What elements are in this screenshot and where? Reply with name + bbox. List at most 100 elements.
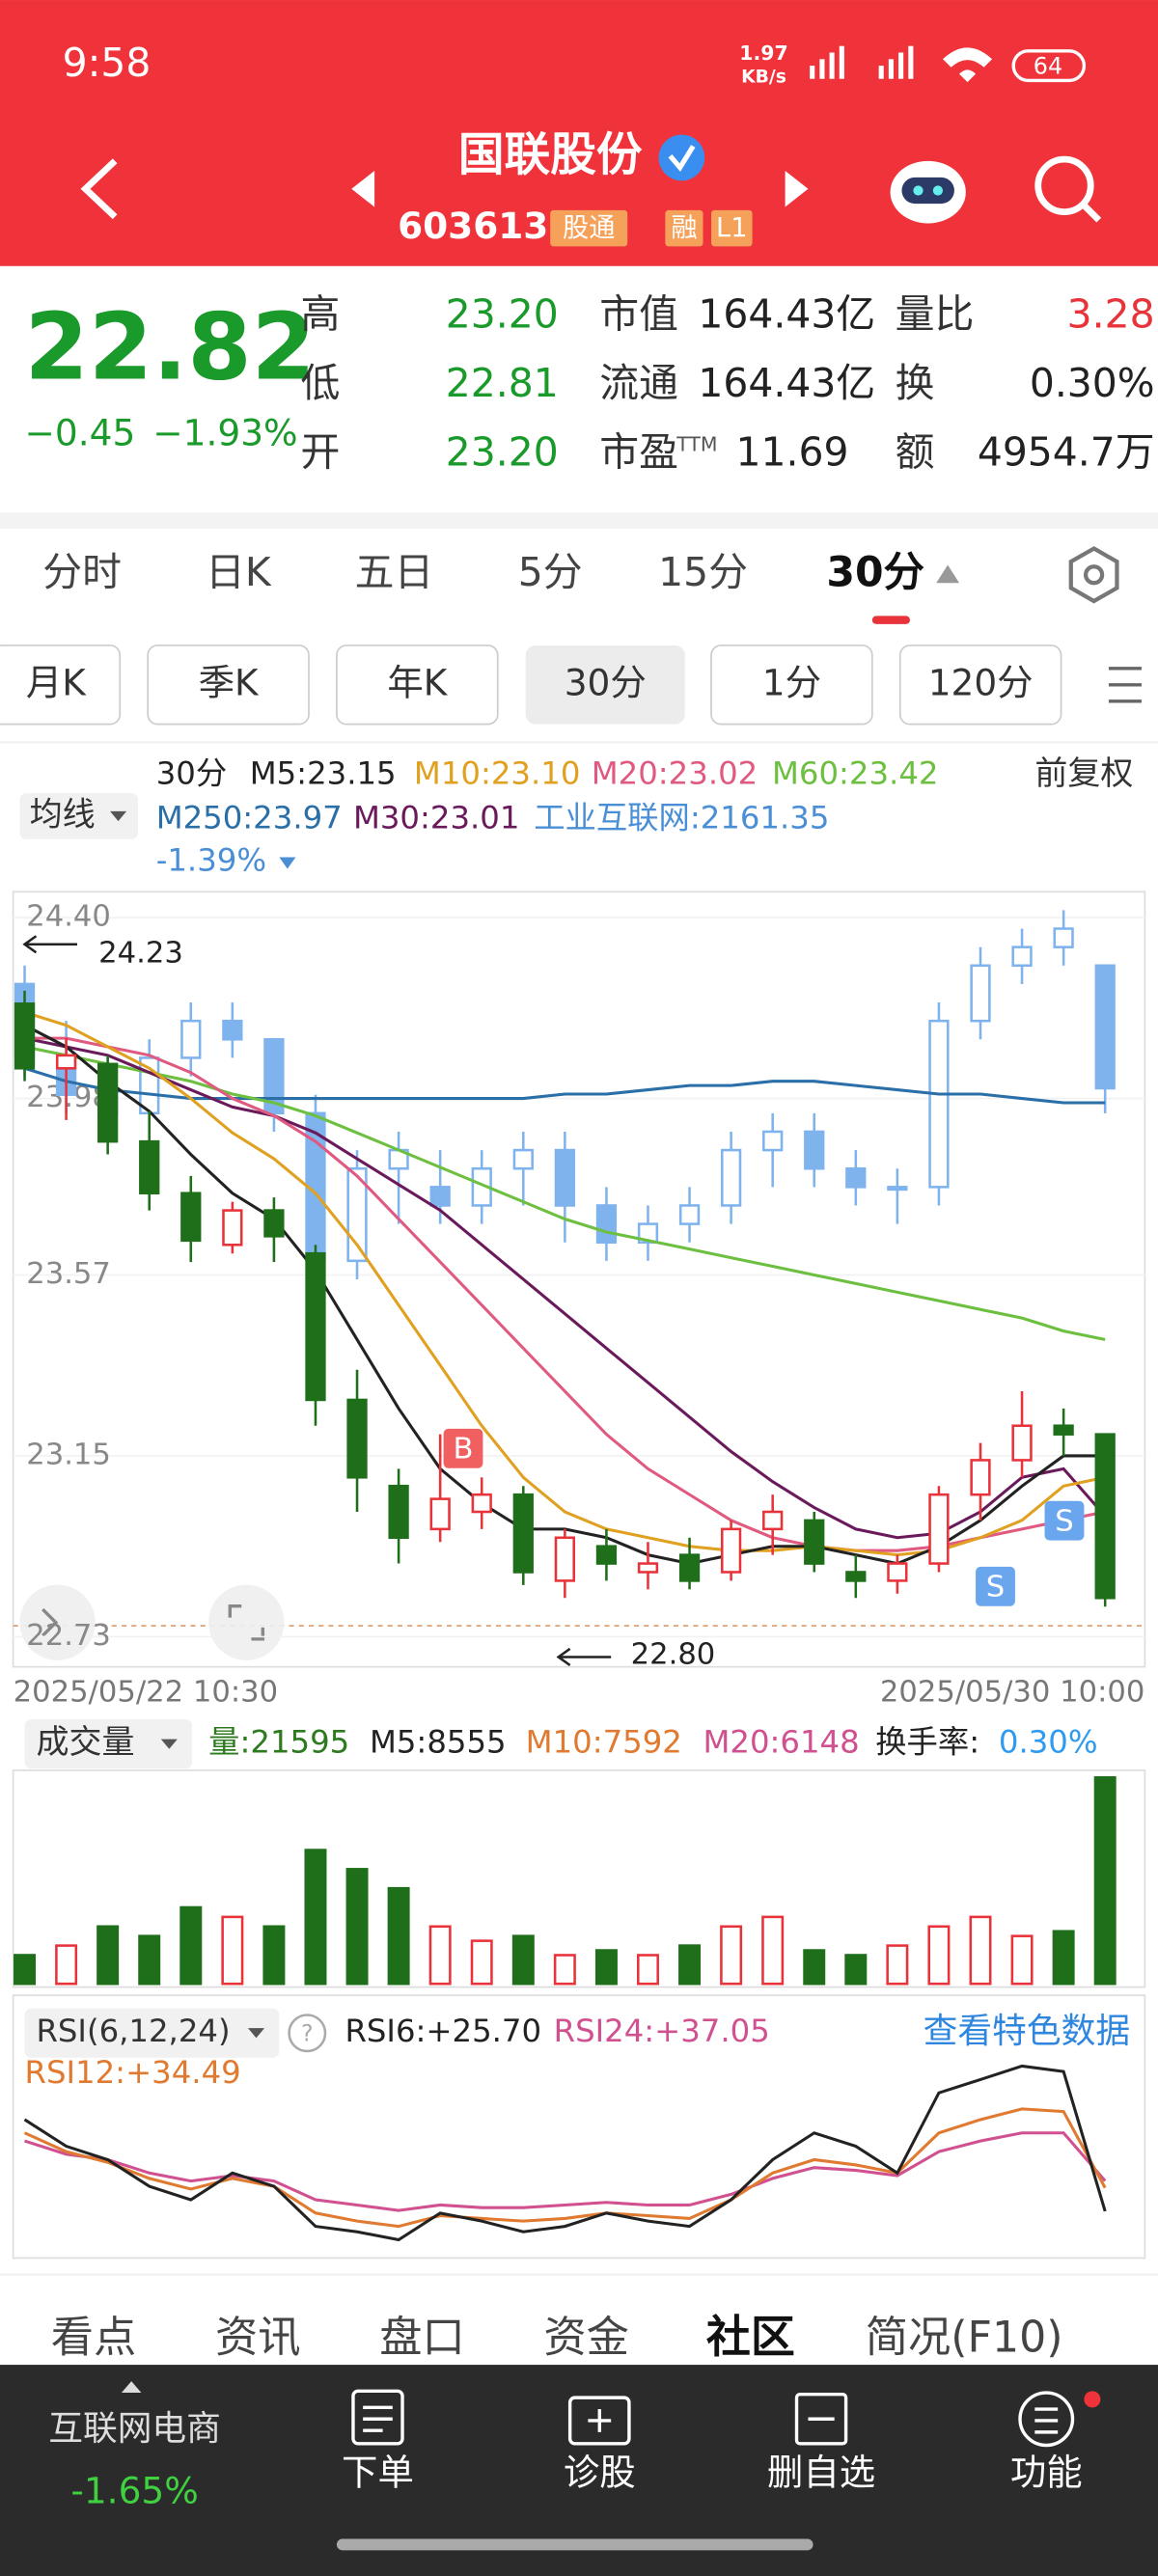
dropdown-arrow: [110, 810, 127, 822]
y-tick-label: 23.15: [26, 1438, 111, 1471]
candle-body: [263, 1209, 285, 1238]
rsi-legend: RSI12:+34.49: [25, 2054, 241, 2091]
signal-marker: [1044, 1500, 1085, 1541]
chart-tab[interactable]: 15分: [658, 549, 748, 595]
rsi-button[interactable]: [24, 2008, 280, 2058]
signal-icons: [810, 45, 993, 83]
volume-bar: [1052, 1930, 1075, 1986]
period-label[interactable]: 年K: [387, 661, 448, 703]
stat-value: 23.20: [446, 429, 559, 476]
settings-icon-center: [1083, 564, 1105, 586]
volume-frame: [12, 1769, 1146, 1988]
volume-legend: M10:7592: [526, 1724, 682, 1761]
nav-item[interactable]: 功能: [1010, 2452, 1083, 2494]
index-candle-body: [554, 1148, 575, 1207]
help-label[interactable]: ?: [301, 2019, 314, 2046]
period-label[interactable]: 30分: [565, 661, 647, 703]
chart-tab[interactable]: 日K: [206, 549, 272, 595]
info-tab[interactable]: 资讯: [215, 2314, 301, 2363]
y-tick-label: 22.73: [26, 1619, 111, 1653]
legend-item: M250:23.97: [156, 799, 343, 836]
back-button[interactable]: [80, 158, 118, 220]
volume-bar: [886, 1944, 909, 1986]
volume-legend: 换手率:: [875, 1724, 979, 1761]
chart-tab[interactable]: 分时: [42, 549, 122, 595]
stock-name: 国联股份: [458, 128, 643, 181]
period-button[interactable]: [147, 644, 310, 726]
y-tick-label: 24.40: [26, 900, 111, 934]
volume-button[interactable]: [24, 1719, 193, 1769]
ma-button[interactable]: [19, 793, 138, 839]
info-tab[interactable]: 简况(F10): [866, 2314, 1063, 2363]
signal-marker: [443, 1428, 483, 1468]
legend-item: M60:23.42: [772, 754, 938, 791]
stat-value: 22.81: [446, 360, 559, 406]
index-candle-body: [762, 1130, 784, 1152]
legend-item: 工业互联网:2161.35: [534, 799, 829, 836]
period-button[interactable]: [0, 644, 122, 726]
dropdown-arrow: [248, 2028, 265, 2039]
verified-badge: [658, 134, 705, 181]
nav-item[interactable]: 诊股: [564, 2452, 636, 2494]
dropdown-arrow: [160, 1739, 178, 1749]
stat-value: 0.30%: [1030, 360, 1155, 406]
volume-bar: [637, 1954, 659, 1986]
candle-body: [804, 1519, 825, 1565]
fullscreen-button[interactable]: [208, 1584, 285, 1660]
volume-bar: [179, 1905, 203, 1986]
prev-stock[interactable]: [351, 171, 375, 207]
settings-icon[interactable]: [1068, 546, 1119, 604]
period-button[interactable]: [710, 644, 873, 726]
help-icon[interactable]: [288, 2014, 327, 2053]
period-label[interactable]: 月K: [26, 661, 87, 703]
index-candle-body: [429, 1186, 451, 1207]
candle-body: [678, 1553, 701, 1582]
menu-icon[interactable]: [1108, 667, 1142, 703]
info-tab[interactable]: 盘口: [379, 2314, 465, 2363]
chart-tab[interactable]: 五日: [355, 549, 434, 595]
index-candle-body: [720, 1148, 742, 1207]
info-tab[interactable]: 资金: [543, 2314, 629, 2363]
sector-name[interactable]: 互联网电商: [48, 2409, 221, 2449]
stat-value: 23.20: [446, 291, 559, 338]
candle-body: [845, 1571, 867, 1582]
sort-arrow: [936, 564, 960, 584]
legend-item: M5:23.15: [250, 754, 397, 791]
rsi-button-label[interactable]: RSI(6,12,24): [36, 2013, 230, 2049]
period-label[interactable]: 1分: [762, 661, 821, 703]
period-button[interactable]: [525, 644, 685, 725]
volume-bar: [761, 1915, 785, 1986]
index-candle-body: [928, 1019, 950, 1189]
robot-icon[interactable]: [890, 160, 966, 224]
info-tab[interactable]: 看点: [51, 2314, 137, 2363]
nav-item[interactable]: 删自选: [767, 2452, 875, 2494]
next-stock[interactable]: [785, 171, 809, 207]
period-label[interactable]: 120分: [928, 661, 1034, 703]
period-label[interactable]: 季K: [199, 661, 260, 703]
chart-tab[interactable]: 5分: [518, 549, 583, 595]
tag-bg: [550, 209, 628, 247]
price-change: −0.45: [25, 412, 136, 454]
nav-item[interactable]: 下单: [342, 2452, 414, 2494]
index-candle-body: [637, 1222, 659, 1244]
candle-body: [637, 1562, 659, 1574]
search-icon[interactable]: [1034, 155, 1102, 223]
candle-body: [1094, 1433, 1116, 1600]
more-data-link[interactable]: 查看特色数据: [924, 2012, 1130, 2051]
rsi-line: [23, 2064, 1107, 2242]
volume-button-label[interactable]: 成交量: [36, 1723, 134, 1762]
candle-body: [429, 1497, 451, 1531]
candle-body: [1011, 1424, 1033, 1462]
info-tab[interactable]: 社区: [706, 2311, 795, 2363]
chart-tab[interactable]: 30分: [826, 549, 924, 596]
rsi-legend: RSI24:+37.05: [554, 2013, 770, 2049]
period-button[interactable]: [336, 644, 499, 726]
battery-level: 64: [1034, 52, 1062, 79]
adjust-mode[interactable]: 前复权: [1034, 754, 1133, 793]
index-candle-body: [595, 1204, 618, 1244]
legend-item: 30分: [156, 754, 227, 791]
stat-label: 量比: [896, 291, 975, 338]
period-button[interactable]: [898, 644, 1062, 726]
ma-button-label[interactable]: 均线: [30, 795, 96, 834]
